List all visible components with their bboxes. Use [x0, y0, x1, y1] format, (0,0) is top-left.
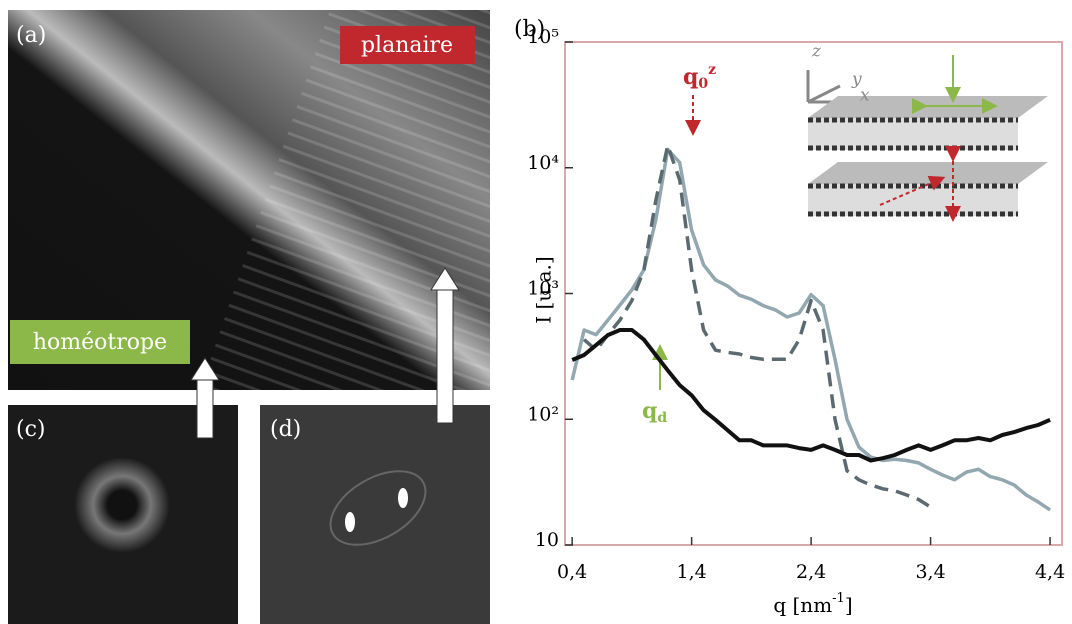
panel-label: (c) — [16, 417, 46, 442]
x-axis-label-sup: -1 — [832, 591, 845, 606]
annotation-text: q — [642, 398, 657, 424]
inset-axis-label: z — [811, 42, 822, 62]
slab — [808, 118, 1018, 150]
x-tick-label: 4,4 — [1035, 561, 1065, 583]
annotation: qd — [642, 398, 667, 426]
arrow — [190, 357, 220, 381]
spot — [398, 488, 408, 508]
ring — [74, 457, 170, 553]
annotation: q0z — [683, 62, 716, 92]
panel-label: (b) — [514, 17, 545, 42]
y-tick-label: 10⁴ — [527, 152, 559, 174]
label-box — [10, 320, 190, 364]
texture — [200, 10, 490, 390]
y-tick-label: 10² — [527, 403, 559, 425]
arrow — [430, 267, 460, 291]
annotation-sup: z — [708, 62, 716, 78]
y-tick-label: 10³ — [527, 278, 559, 300]
beam-arrow — [879, 175, 946, 206]
diffraction-d — [260, 405, 490, 624]
arrow — [436, 287, 454, 424]
inset-schematic — [806, 55, 1048, 222]
data-line — [582, 143, 932, 509]
annotation-sub: 0 — [698, 76, 708, 92]
annotation-sub: d — [657, 410, 667, 426]
x-tick-label: 2,4 — [796, 561, 826, 583]
arrow — [196, 377, 214, 439]
slab-top — [808, 162, 1048, 184]
inset-axis-label: x — [860, 86, 870, 106]
x-tick-label: 1,4 — [677, 561, 707, 583]
x-axis-label-end: ] — [845, 593, 853, 617]
inset-axis-label: y — [851, 70, 862, 90]
x-tick-label: 3,4 — [915, 561, 945, 583]
x-axis-label-text: q [nm — [773, 593, 832, 617]
data-line — [570, 147, 1052, 512]
ring — [329, 470, 427, 546]
annotation-text: q — [683, 64, 698, 90]
y-axis-label: I [u.a.] — [532, 256, 556, 323]
panel-label: (d) — [270, 417, 301, 442]
label-box — [340, 26, 475, 64]
panel-label: (a) — [16, 23, 46, 48]
x-tick-label: 0,4 — [557, 561, 587, 583]
data-line — [571, 328, 1051, 463]
slab — [808, 184, 1018, 216]
spot — [345, 512, 355, 532]
x-axis-label: q [nm-1] — [773, 591, 852, 617]
y-tick-label: 10⁵ — [527, 26, 559, 48]
label-planar: planaire — [361, 33, 453, 58]
label-homeotropic: homéotrope — [33, 330, 167, 355]
y-tick-label: 10 — [535, 529, 559, 551]
axis-arrow — [807, 84, 841, 104]
